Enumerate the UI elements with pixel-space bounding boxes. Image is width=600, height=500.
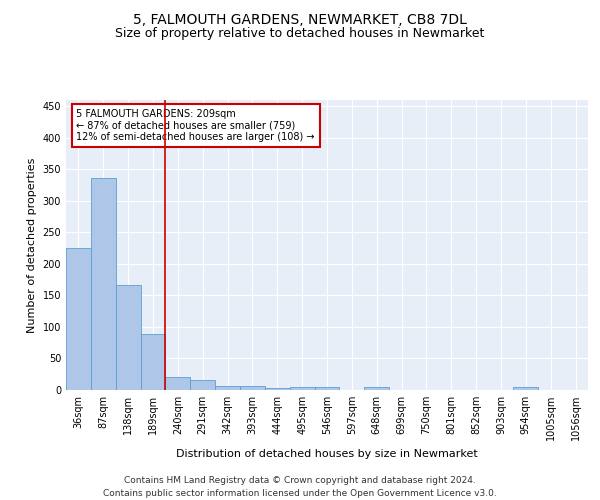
Bar xyxy=(140,334,166,390)
Bar xyxy=(215,386,240,390)
Bar xyxy=(240,386,265,390)
Bar xyxy=(290,387,314,390)
Bar xyxy=(364,387,389,390)
Bar xyxy=(190,380,215,390)
Bar xyxy=(116,286,140,390)
Text: 5 FALMOUTH GARDENS: 209sqm
← 87% of detached houses are smaller (759)
12% of sem: 5 FALMOUTH GARDENS: 209sqm ← 87% of deta… xyxy=(76,108,315,142)
Y-axis label: Number of detached properties: Number of detached properties xyxy=(27,158,37,332)
Bar xyxy=(66,248,91,390)
Bar xyxy=(91,178,116,390)
Text: Contains HM Land Registry data © Crown copyright and database right 2024.
Contai: Contains HM Land Registry data © Crown c… xyxy=(103,476,497,498)
Bar xyxy=(314,387,340,390)
X-axis label: Distribution of detached houses by size in Newmarket: Distribution of detached houses by size … xyxy=(176,448,478,458)
Bar xyxy=(166,377,190,390)
Bar xyxy=(514,388,538,390)
Bar xyxy=(265,388,290,390)
Text: 5, FALMOUTH GARDENS, NEWMARKET, CB8 7DL: 5, FALMOUTH GARDENS, NEWMARKET, CB8 7DL xyxy=(133,12,467,26)
Text: Size of property relative to detached houses in Newmarket: Size of property relative to detached ho… xyxy=(115,28,485,40)
